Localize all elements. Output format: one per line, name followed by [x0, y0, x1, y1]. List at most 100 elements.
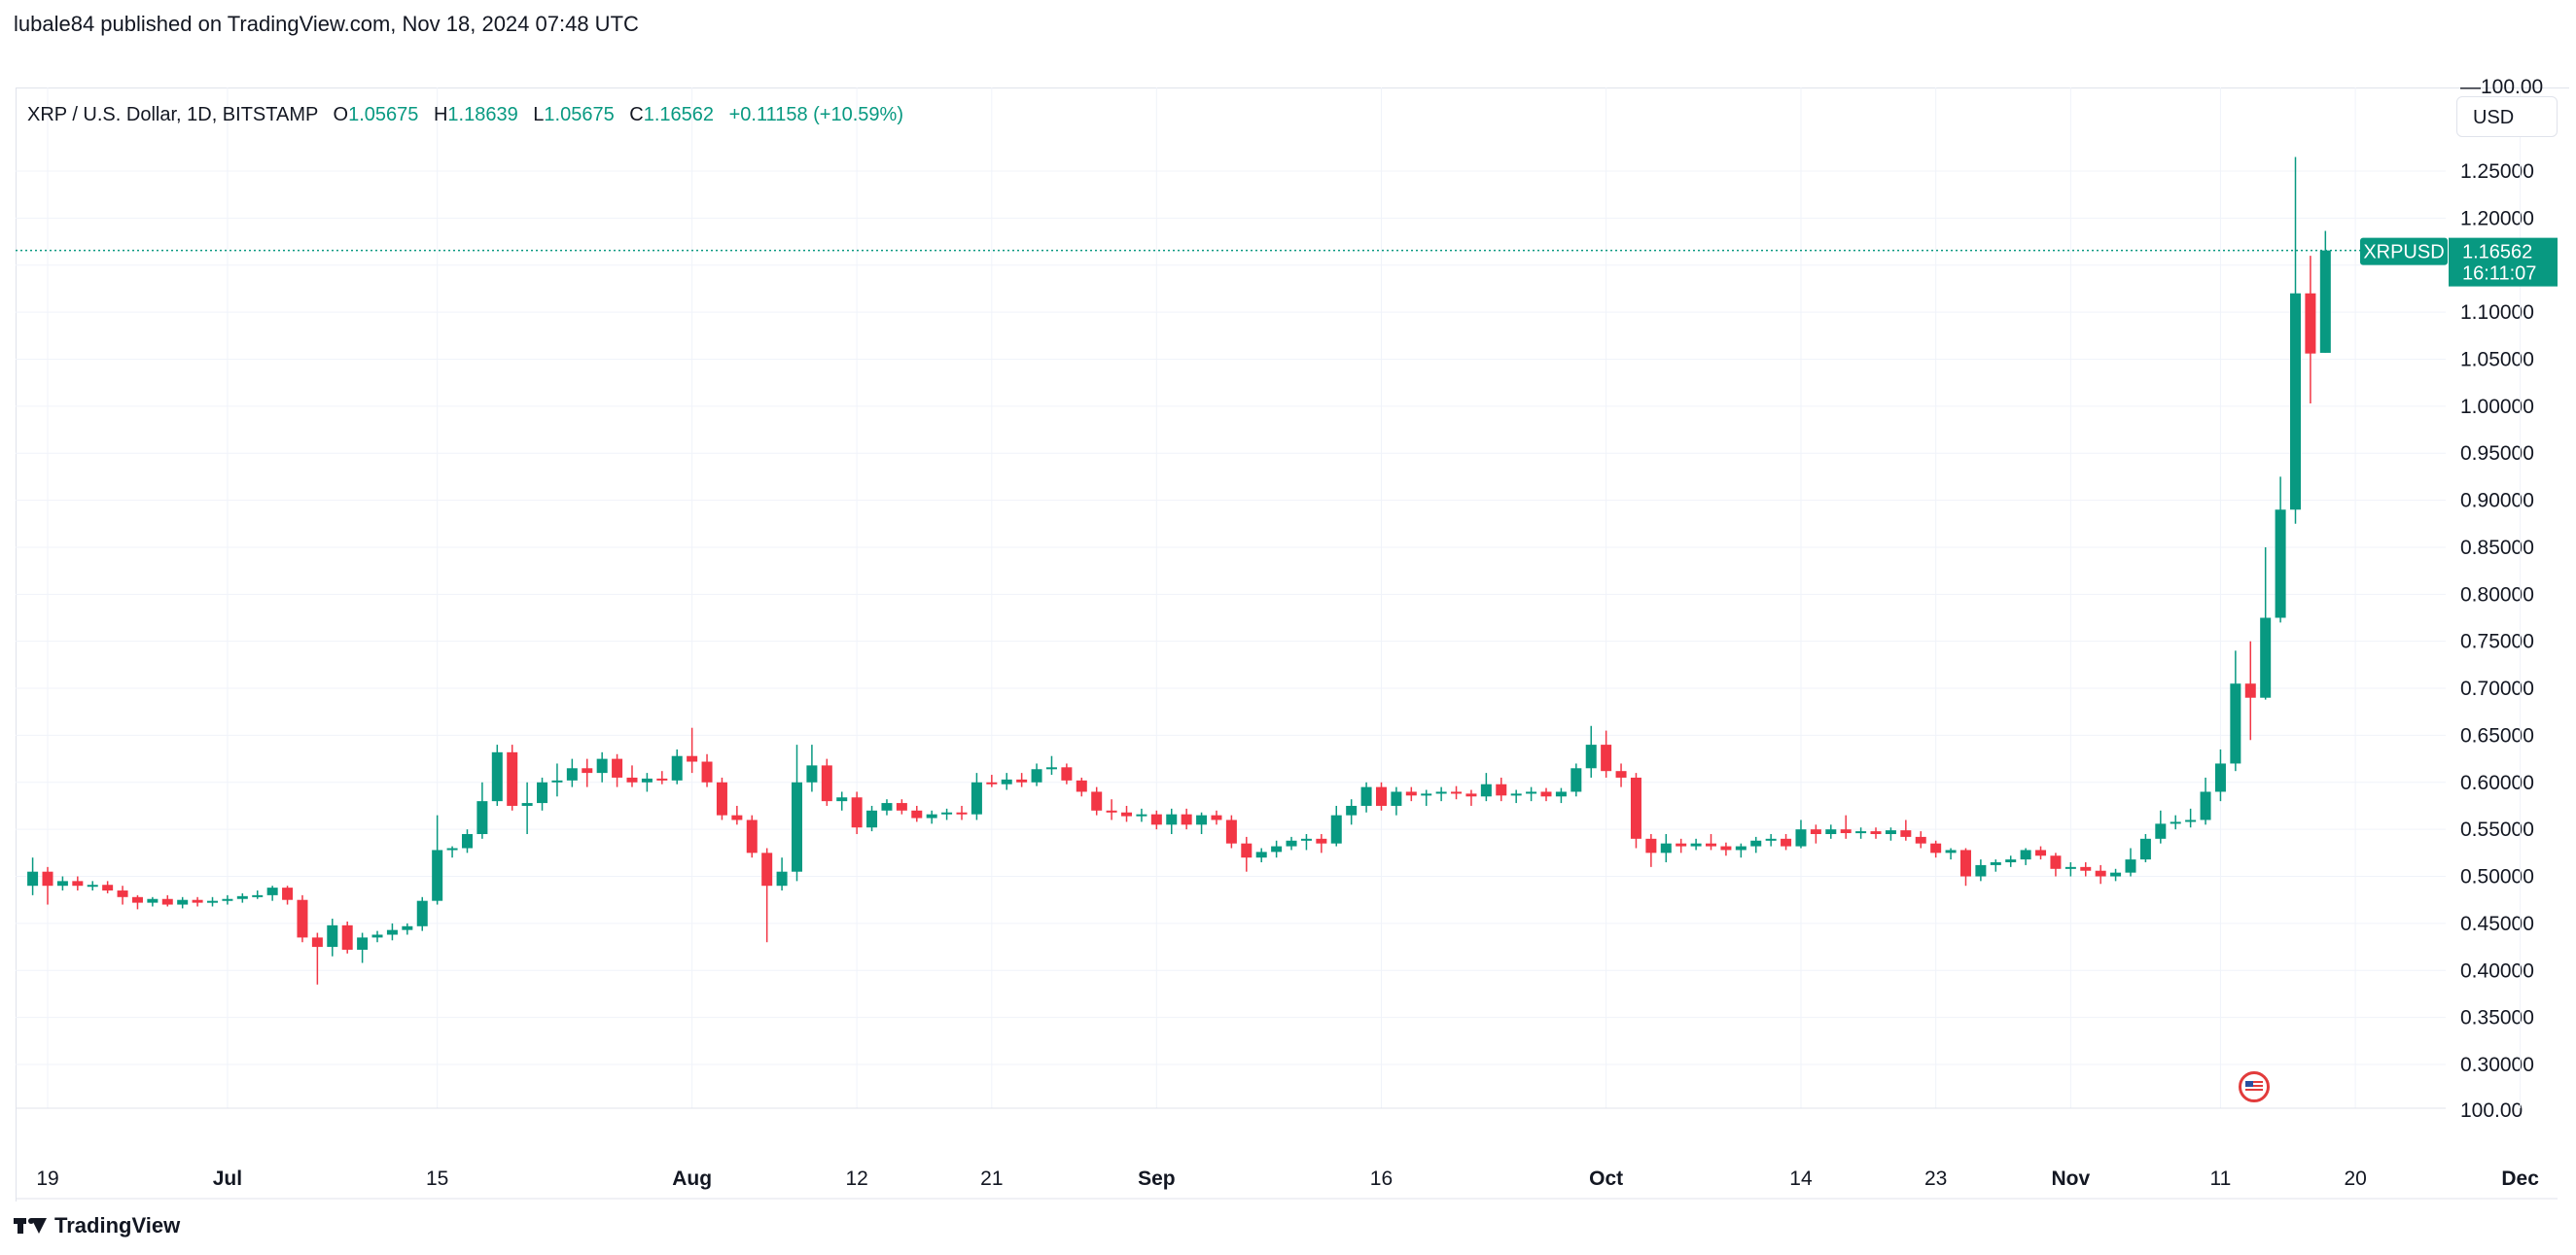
candle-body: [1945, 850, 1957, 854]
tradingview-logo[interactable]: TradingView: [14, 1213, 180, 1238]
candle-body: [1885, 830, 1896, 834]
x-tick-label: 12: [845, 1168, 867, 1190]
candle-body: [2110, 872, 2122, 877]
candle-body: [1510, 793, 1522, 796]
candle-body: [192, 899, 203, 903]
candle-body: [2139, 838, 2151, 860]
candle-body: [402, 925, 413, 930]
candle-body: [341, 924, 353, 950]
candle-body: [761, 853, 773, 887]
legend-close-value: 1.16562: [643, 104, 715, 125]
candle-body: [432, 850, 443, 901]
legend-high-value: 1.18639: [447, 104, 518, 125]
y-tick-label: 0.40000: [2460, 959, 2534, 982]
candle-body: [687, 755, 698, 762]
y-tick-label: 0.50000: [2460, 866, 2534, 889]
y-tick-label-partial: 100.00: [2460, 1099, 2523, 1122]
x-tick-label: Dec: [2501, 1168, 2539, 1190]
y-tick-label: 0.70000: [2460, 678, 2534, 700]
candle-body: [252, 894, 264, 897]
x-tick-label: 15: [426, 1168, 448, 1190]
tradingview-logo-icon: [14, 1216, 47, 1236]
candle-body: [1421, 793, 1432, 796]
candle-body: [1540, 791, 1552, 797]
candle-body: [416, 900, 428, 926]
candle-body: [2214, 763, 2226, 792]
candle-body: [582, 768, 593, 774]
candle-body: [1840, 829, 1852, 834]
candle-body: [836, 797, 848, 802]
candle-body: [1630, 777, 1641, 839]
x-tick-label: Jul: [213, 1168, 242, 1190]
candle-body: [716, 782, 727, 816]
candle-body: [491, 751, 503, 802]
candle-body: [1825, 829, 1837, 834]
candle-body: [1061, 767, 1073, 781]
candle-body: [1286, 840, 1297, 847]
candle-body: [1601, 745, 1612, 772]
candle-body: [2064, 866, 2076, 869]
candle-body: [2260, 617, 2272, 698]
candle-body: [1181, 814, 1192, 825]
price-tag-countdown: 16:11:07: [2462, 263, 2536, 285]
candle-body: [1346, 805, 1358, 816]
candle-body: [282, 888, 294, 900]
legend-symbol: XRP / U.S. Dollar, 1D, BITSTAMP: [27, 104, 318, 125]
candle-body: [1045, 767, 1057, 770]
legend-open-value: 1.05675: [348, 104, 419, 125]
candle-body: [970, 782, 982, 815]
y-tick-label: 0.95000: [2460, 442, 2534, 465]
candle-body: [1690, 843, 1702, 847]
candle-body: [1585, 745, 1597, 769]
candle-body: [821, 765, 832, 802]
candle-body: [671, 755, 683, 781]
candle-body: [1211, 815, 1222, 820]
candle-body: [236, 895, 248, 899]
candle-body: [2275, 509, 2286, 618]
candle-body: [2125, 859, 2136, 873]
candle-body: [956, 812, 968, 815]
candle-body: [1900, 830, 1912, 837]
x-tick-label: 16: [1370, 1168, 1393, 1190]
y-tick-label: 0.30000: [2460, 1054, 2534, 1076]
candle-body: [776, 871, 788, 887]
candle-body: [222, 898, 233, 901]
candle-body: [1465, 793, 1477, 797]
price-tag-symbol: XRPUSD: [2363, 242, 2444, 263]
x-tick-label: Nov: [2052, 1168, 2091, 1190]
candle-body: [1316, 838, 1327, 844]
us-flag-event-icon[interactable]: [2239, 1071, 2270, 1102]
candle-body: [507, 751, 518, 806]
y-tick-label: 1.00000: [2460, 396, 2534, 418]
candle-body: [2170, 821, 2181, 824]
y-tick-label: 1.05000: [2460, 348, 2534, 370]
y-tick-label: 0.90000: [2460, 490, 2534, 512]
candle-body: [1150, 814, 1162, 825]
candle-body: [1166, 814, 1178, 825]
candle-body: [42, 871, 53, 887]
candle-body: [56, 881, 68, 887]
candle-body: [72, 881, 84, 887]
candle-body: [1375, 786, 1387, 806]
y-tick-label: 0.65000: [2460, 724, 2534, 747]
candle-body: [926, 814, 937, 819]
legend-change-value: +0.11158 (+10.59%): [728, 104, 903, 125]
currency-selector[interactable]: USD: [2456, 96, 2558, 137]
candle-body: [1106, 810, 1117, 813]
candle-body: [2200, 791, 2211, 820]
candle-body: [881, 803, 893, 811]
candle-body: [851, 797, 863, 828]
candle-body: [612, 758, 623, 778]
candle-body: [1196, 815, 1208, 825]
candle-body: [986, 782, 998, 784]
candle-body: [1076, 780, 1087, 792]
y-tick-label: 0.55000: [2460, 819, 2534, 841]
candle-body: [941, 812, 953, 815]
legend-low-label: L: [533, 104, 545, 125]
candle-body: [731, 815, 743, 820]
candle-body: [2005, 859, 2017, 863]
y-tick-label: 0.60000: [2460, 772, 2534, 794]
candle-body: [2080, 866, 2092, 871]
legend-low-value: 1.05675: [544, 104, 615, 125]
